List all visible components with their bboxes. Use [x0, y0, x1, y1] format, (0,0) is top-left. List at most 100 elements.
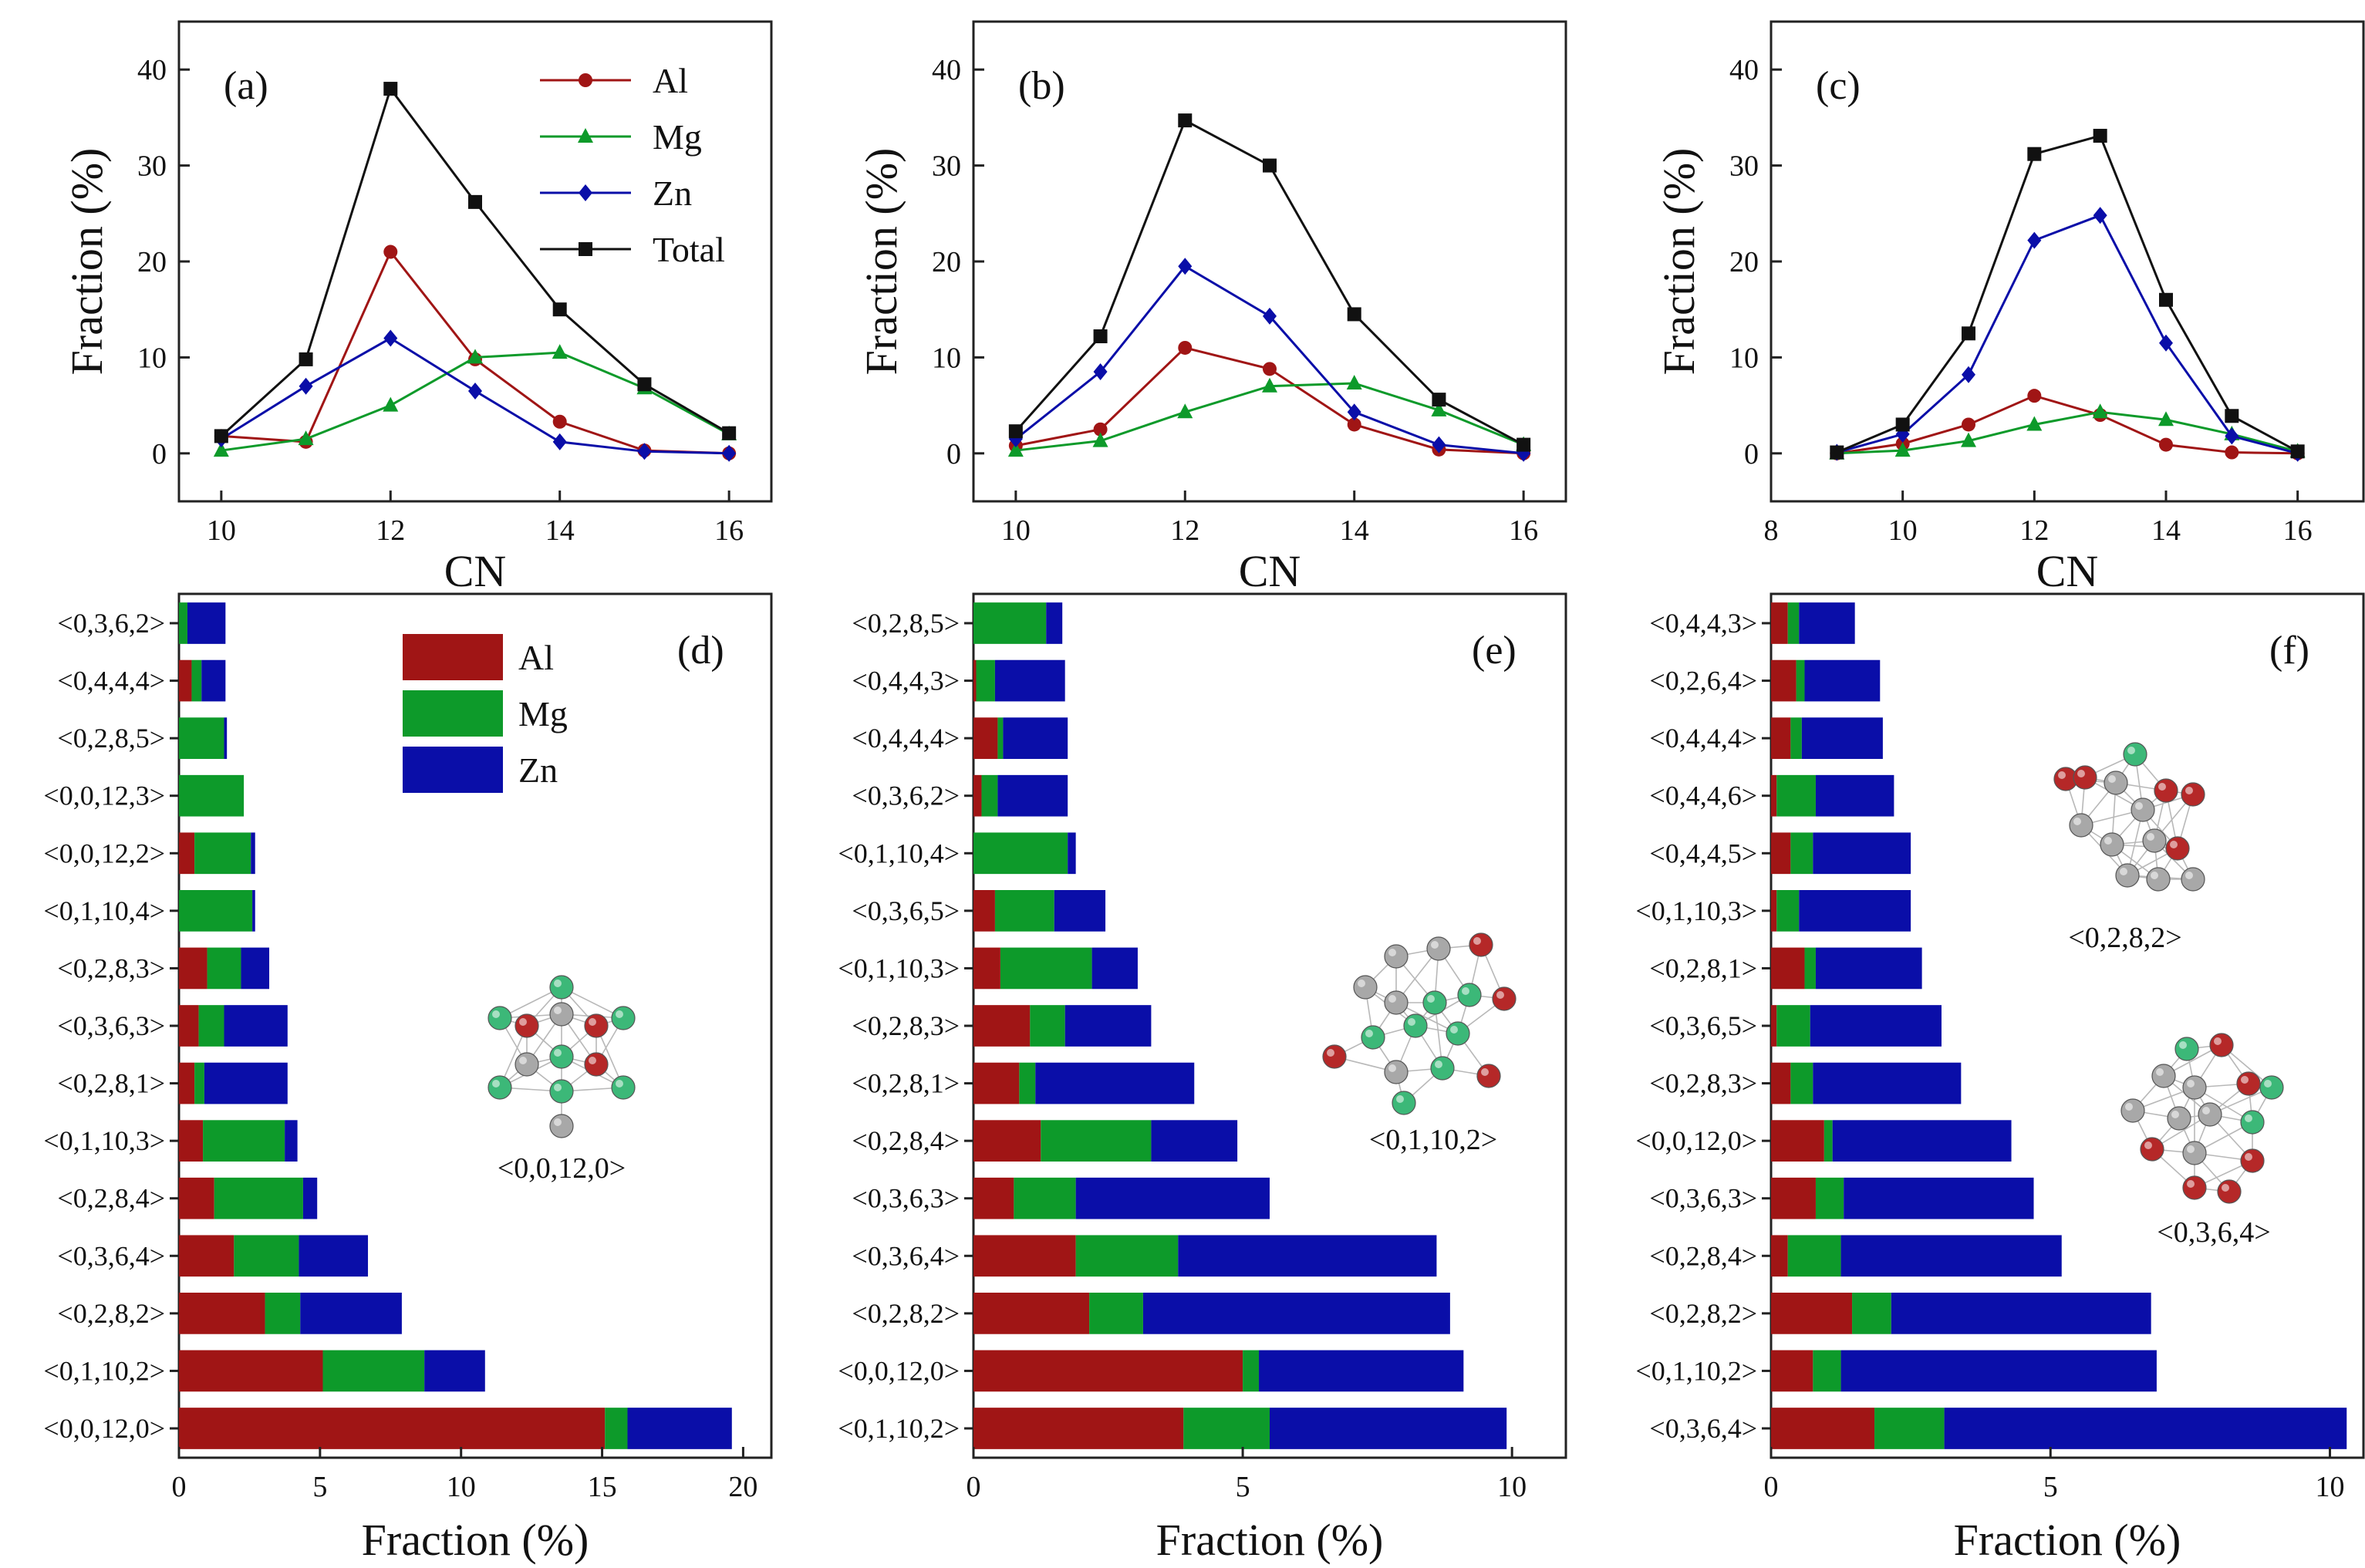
- category-label: <0,2,6,4>: [1649, 666, 1757, 696]
- bar-segment-al: [973, 1062, 1020, 1104]
- atom-highlight: [2179, 1041, 2187, 1049]
- atom-highlight: [616, 1010, 623, 1018]
- bar-segment-mg: [214, 1177, 303, 1219]
- bar-segment-zn: [1068, 832, 1076, 875]
- bar-segment-mg: [973, 602, 1047, 644]
- x-tick-label: 10: [2316, 1471, 2345, 1503]
- bar-segment-zn: [424, 1350, 485, 1392]
- x-tick-label: 14: [1340, 514, 1369, 547]
- chart-panel-f: <0,4,4,3> <0,2,6,4> <0,4,4,4> <0,4,4,6> <0,4…: [1635, 592, 2365, 1565]
- bar-segment-al: [973, 1235, 1076, 1277]
- data-point-total: [214, 429, 228, 443]
- y-tick-label: 40: [137, 54, 167, 86]
- x-tick-label: 14: [545, 514, 575, 547]
- bar-segment-zn: [1832, 1120, 2012, 1162]
- data-point-total: [2290, 444, 2305, 459]
- bar-segment-zn: [1054, 890, 1106, 932]
- legend-swatch-mg: [403, 690, 503, 737]
- bar-segment-al: [179, 1177, 214, 1219]
- bar-segment-mg: [1000, 947, 1092, 990]
- y-tick-label: 30: [1729, 150, 1759, 183]
- category-label: <0,2,8,3>: [57, 953, 165, 983]
- y-tick-label: 20: [1729, 246, 1759, 278]
- atom: [2069, 813, 2093, 838]
- atom: [584, 1052, 609, 1077]
- category-label: <0,1,10,4>: [43, 895, 165, 926]
- bar-segment-al: [973, 1293, 1090, 1334]
- bar-segment-mg: [1075, 1235, 1179, 1277]
- atom-highlight: [2202, 1107, 2210, 1114]
- bar-segment-mg: [1030, 1005, 1065, 1047]
- x-tick-label: 16: [714, 514, 744, 547]
- bar-segment-mg: [207, 947, 241, 990]
- data-point-total: [2027, 147, 2042, 161]
- bar-segment-zn: [994, 659, 1065, 702]
- bar-segment-al: [1771, 602, 1788, 644]
- x-tick-label: 0: [172, 1471, 187, 1503]
- category-label: <0,4,4,4>: [1649, 723, 1757, 754]
- atom: [1492, 986, 1517, 1011]
- category-label: <0,2,8,2>: [57, 1298, 165, 1329]
- atom: [2165, 836, 2190, 861]
- cluster-label: <0,2,8,2>: [2068, 922, 2181, 954]
- atom: [488, 1075, 512, 1100]
- data-point-mg: [213, 442, 229, 457]
- legend-marker-total: [579, 242, 592, 256]
- panel-label: (a): [224, 64, 268, 108]
- atom-highlight: [519, 1057, 527, 1064]
- x-tick-label: 12: [376, 514, 405, 547]
- bar-segment-zn: [1270, 1408, 1507, 1449]
- bar-segment-al: [1771, 1062, 1791, 1104]
- bar-segment-zn: [1801, 717, 1883, 759]
- category-label: <0,3,6,4>: [852, 1240, 960, 1271]
- bar-segment-zn: [1003, 717, 1068, 759]
- y-tick-label: 20: [137, 246, 167, 278]
- data-point-mg: [552, 344, 568, 359]
- bar-segment-al: [179, 1293, 265, 1334]
- bar-segment-mg: [976, 659, 995, 702]
- atom-highlight: [616, 1080, 623, 1087]
- data-point-total: [1830, 445, 1844, 460]
- data-point-al: [383, 244, 398, 259]
- category-label: <0,1,10,3>: [43, 1125, 165, 1156]
- bar-segment-al: [179, 1120, 204, 1162]
- atom-highlight: [1450, 1026, 1458, 1034]
- chart-panel-a: 10 12 14 16 0 10 20 30 40 CN Fraction (%) (a) Al Mg Zn…: [62, 20, 773, 596]
- y-tick-label: 40: [1729, 54, 1759, 86]
- atom: [1361, 1025, 1385, 1050]
- category-label: <0,3,6,3>: [57, 1010, 165, 1041]
- atom: [549, 1114, 574, 1138]
- data-point-total: [1517, 437, 1531, 452]
- y-axis-title: Fraction (%): [856, 148, 906, 376]
- bar-segment-mg: [1776, 890, 1800, 932]
- y-tick-label: 0: [1744, 438, 1759, 470]
- category-label: <0,4,4,4>: [57, 666, 165, 696]
- bar-segment-zn: [1840, 1235, 2062, 1277]
- atom-highlight: [2187, 1080, 2195, 1087]
- category-label: <0,2,8,3>: [1649, 1068, 1757, 1099]
- bar-segment-zn: [285, 1120, 298, 1162]
- atom-highlight: [2151, 872, 2158, 879]
- atom: [1384, 1060, 1409, 1084]
- category-label: <0,1,10,3>: [838, 953, 960, 983]
- category-label: <0,2,8,3>: [852, 1010, 960, 1041]
- bar-segment-zn: [251, 832, 255, 875]
- bar-segment-al: [1771, 1120, 1824, 1162]
- atom-highlight: [2147, 833, 2154, 841]
- bar-segment-zn: [1142, 1293, 1450, 1334]
- atom: [2182, 1141, 2207, 1165]
- series-line-mg: [1837, 410, 2299, 455]
- data-point-al: [1263, 362, 1277, 376]
- atom-highlight: [2127, 747, 2135, 754]
- category-label: <0,4,4,4>: [852, 723, 960, 754]
- bar-segment-al: [1771, 832, 1791, 875]
- atom: [2142, 828, 2167, 853]
- x-axis-title: Fraction (%): [362, 1515, 589, 1565]
- atom: [1446, 1021, 1470, 1046]
- atom: [1476, 1064, 1501, 1088]
- atom: [611, 1006, 636, 1030]
- bar-segment-al: [179, 1062, 195, 1104]
- data-point-mg: [383, 396, 399, 412]
- bar-segment-zn: [1035, 1062, 1195, 1104]
- series-line-zn: [1836, 214, 2299, 455]
